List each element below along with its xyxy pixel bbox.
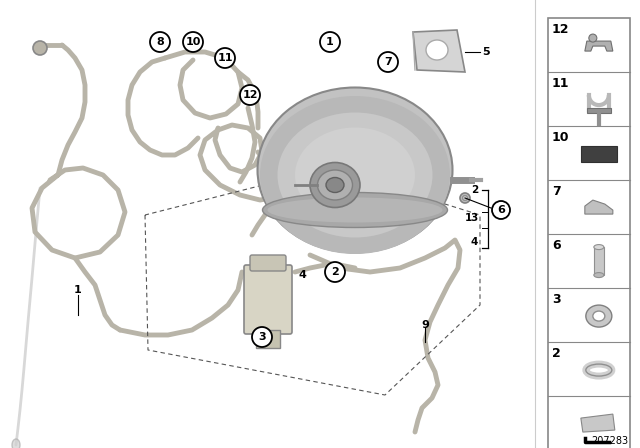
Ellipse shape [463,195,467,201]
Ellipse shape [257,87,452,253]
Polygon shape [581,414,615,432]
Polygon shape [585,41,613,51]
Polygon shape [413,30,465,72]
Ellipse shape [317,170,353,200]
Ellipse shape [426,40,448,60]
Bar [548,18,630,448]
Polygon shape [585,200,613,214]
Circle shape [183,32,203,52]
Bar [581,146,617,162]
Text: 1: 1 [326,37,334,47]
Ellipse shape [594,272,604,278]
Ellipse shape [295,128,415,223]
Text: 10: 10 [186,37,201,47]
Ellipse shape [12,439,20,448]
Circle shape [240,85,260,105]
Text: 7: 7 [552,185,561,198]
Ellipse shape [260,96,450,254]
Ellipse shape [262,193,447,228]
Ellipse shape [593,311,605,321]
Text: 12: 12 [552,23,570,36]
Text: 4: 4 [470,237,478,247]
Ellipse shape [460,193,470,203]
Text: 3: 3 [552,293,561,306]
Text: 6: 6 [552,239,561,252]
Circle shape [378,52,398,72]
Text: 5: 5 [482,47,490,57]
Text: 207283: 207283 [591,436,628,446]
Text: 3: 3 [258,332,266,342]
Text: 1: 1 [74,285,82,295]
Circle shape [150,32,170,52]
Ellipse shape [589,34,597,42]
Circle shape [320,32,340,52]
Bar [594,247,604,275]
Circle shape [325,262,345,282]
Circle shape [252,327,272,347]
Text: 8: 8 [156,37,164,47]
FancyBboxPatch shape [244,265,292,334]
Text: 2: 2 [471,185,478,195]
Circle shape [492,201,510,219]
Text: 6: 6 [497,205,505,215]
Ellipse shape [33,41,47,55]
Text: 7: 7 [384,57,392,67]
FancyBboxPatch shape [250,255,286,271]
Text: 4: 4 [298,270,306,280]
Ellipse shape [594,245,604,250]
Bar [587,108,611,113]
Text: 2: 2 [552,347,561,360]
Text: 9: 9 [421,320,429,330]
Ellipse shape [326,177,344,193]
Text: 11: 11 [217,53,233,63]
Circle shape [215,48,235,68]
Text: 11: 11 [552,77,570,90]
Bar [256,330,280,348]
Text: 10: 10 [552,131,570,144]
Ellipse shape [268,198,442,223]
Ellipse shape [586,305,612,327]
Text: 12: 12 [243,90,258,100]
Text: 1: 1 [465,213,472,223]
Ellipse shape [310,163,360,207]
Ellipse shape [278,112,433,237]
Text: 2: 2 [331,267,339,277]
Text: 3: 3 [471,213,478,223]
